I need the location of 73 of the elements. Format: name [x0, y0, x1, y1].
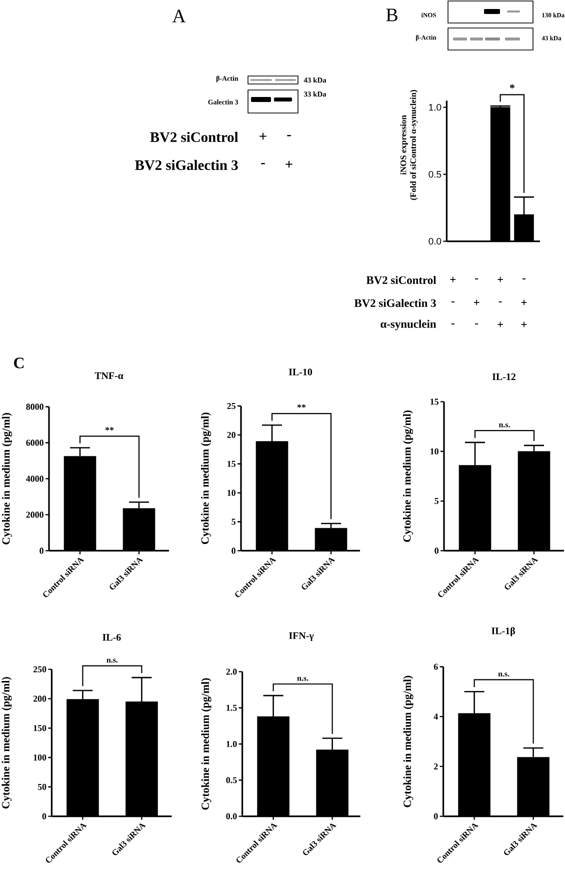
- y-tick-label: 100: [34, 754, 46, 761]
- text: +: [521, 322, 527, 328]
- y-tick-label: 8000: [26, 404, 44, 410]
- y-axis-title: Cytokine in medium (pg/ml): [201, 678, 212, 810]
- y-tick-label: 200: [33, 696, 46, 702]
- y-tick-label: 1.0: [429, 104, 442, 111]
- y-tick-label: 4: [434, 714, 438, 720]
- annotation: **: [105, 427, 114, 431]
- text: B: [386, 8, 398, 22]
- y-tick-label: 6000: [26, 440, 44, 446]
- y-axis-title: Cytokine in medium (pg/ml): [403, 410, 414, 542]
- chart-title: TNF-α: [94, 372, 124, 380]
- text: -: [522, 278, 526, 280]
- y-tick-label: 15: [228, 460, 236, 467]
- chart-title: IL-10: [288, 368, 312, 376]
- text: +: [260, 132, 266, 140]
- y-axis-title: Cytokine in medium (pg/ml): [201, 412, 212, 544]
- y-tick-label: 0.5: [428, 170, 442, 178]
- y-tick-label: 5: [434, 498, 438, 504]
- y-tick-label: 0.0: [226, 813, 237, 820]
- y-tick-label: 2: [434, 763, 438, 770]
- text: BV2 siControl: [366, 276, 436, 284]
- y-tick-label: 2000: [26, 512, 44, 518]
- text: α-synuclein: [380, 320, 436, 330]
- y-tick-label: 6: [434, 664, 438, 670]
- y-tick-label: 10: [228, 490, 236, 496]
- text: A: [172, 10, 186, 22]
- y-tick-label: 250: [33, 666, 46, 672]
- text: +: [521, 300, 527, 306]
- text: C: [14, 358, 24, 368]
- y-tick-label: 20: [227, 432, 236, 438]
- y-tick-label: 2.0: [226, 668, 237, 675]
- text: +: [498, 276, 503, 282]
- annotation: **: [297, 404, 306, 408]
- text: +: [286, 160, 292, 168]
- text: -: [475, 278, 478, 280]
- text: -: [287, 134, 291, 136]
- y-tick-label: 0: [232, 548, 236, 554]
- y-tick-label: 10: [430, 448, 438, 454]
- text: +: [474, 300, 480, 306]
- y-tick-label: 0.5: [226, 777, 237, 784]
- text: BV2 siControl: [150, 132, 238, 142]
- text: -: [261, 162, 265, 164]
- y-tick-label: 150: [34, 725, 46, 732]
- text: -: [498, 301, 502, 302]
- y-axis-title: iNOS expression (Fold of siControl α-synuclein): [400, 90, 418, 200]
- chart-title: IL-12: [492, 373, 516, 380]
- text: -: [451, 323, 454, 324]
- y-tick-label: 5: [232, 518, 236, 525]
- text: BV2 siGalectin 3: [354, 298, 436, 308]
- y-tick-label: 0.0: [428, 238, 442, 245]
- y-axis-title: Cytokine in medium (pg/ml): [2, 412, 12, 544]
- chart-title: IFN-γ: [289, 632, 314, 642]
- y-tick-label: 1.5: [226, 704, 237, 711]
- text: +: [450, 276, 456, 282]
- y-axis-title: Cytokine in medium (pg/ml): [403, 676, 414, 808]
- chart-title: IL-1β: [492, 627, 515, 636]
- y-tick-label: 15: [430, 398, 438, 405]
- text: *: [510, 84, 514, 88]
- y-tick-label: 0: [42, 813, 46, 820]
- chart-title: IL-6: [102, 634, 121, 641]
- text: -: [475, 323, 478, 324]
- text: -: [451, 301, 454, 302]
- y-tick-label: 0: [40, 548, 44, 554]
- text: +: [498, 322, 503, 328]
- y-tick-label: 4000: [26, 476, 44, 482]
- y-tick-label: 0: [434, 813, 438, 820]
- text: BV2 siGalectin 3: [135, 160, 238, 170]
- y-tick-label: 50: [38, 784, 46, 790]
- y-axis-title: Cytokine in medium (pg/ml): [2, 677, 12, 808]
- y-tick-label: 25: [227, 402, 236, 410]
- y-tick-label: 0: [434, 548, 438, 554]
- y-tick-label: 1.0: [226, 740, 237, 748]
